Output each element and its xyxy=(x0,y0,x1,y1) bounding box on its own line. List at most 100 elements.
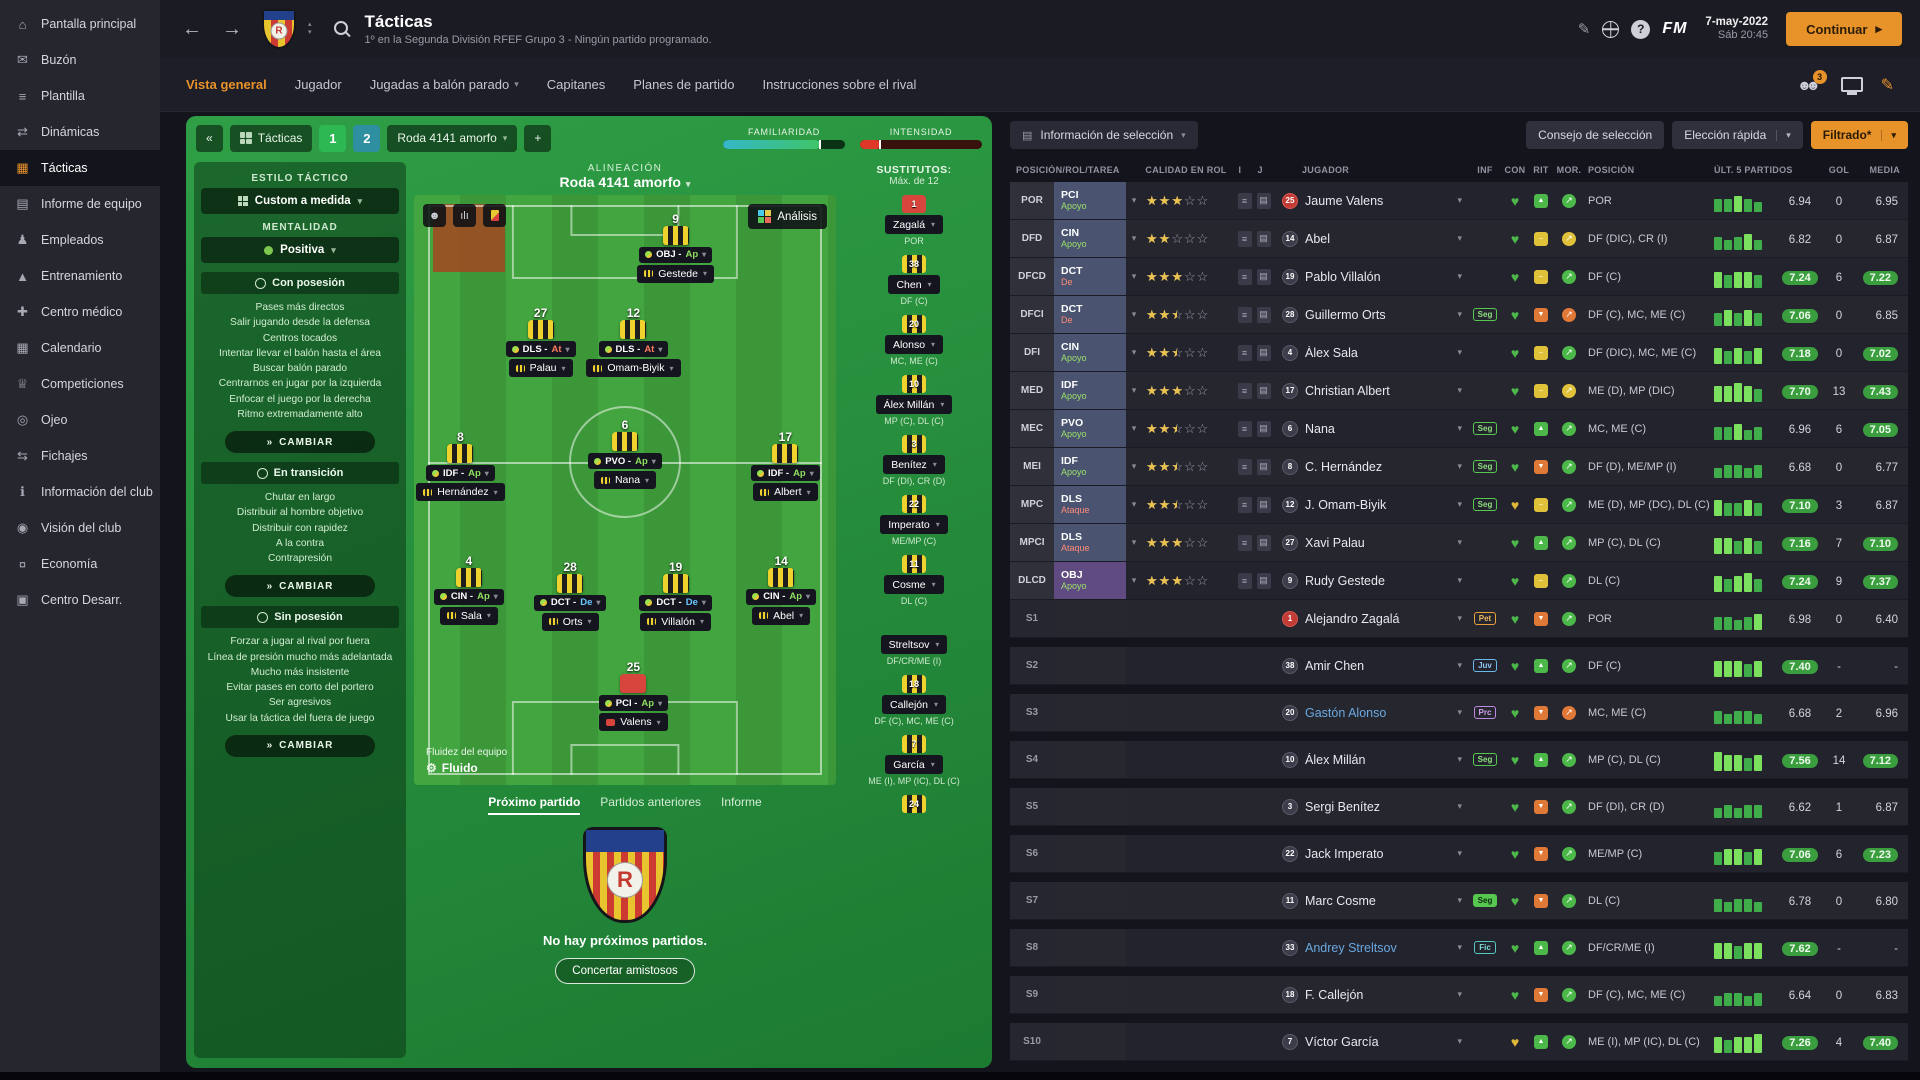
search-icon[interactable] xyxy=(333,20,351,38)
player-dropdown-icon[interactable]: ▾ xyxy=(1457,195,1462,205)
header-inf[interactable]: INF xyxy=(1477,165,1493,175)
role-dropdown-icon[interactable]: ▾ xyxy=(1131,385,1137,395)
stats-view-button[interactable]: ılı xyxy=(453,204,476,227)
player-name-pill[interactable]: Villalón ▾ xyxy=(640,612,711,631)
sidebar-item-plantilla[interactable]: ≡ Plantilla xyxy=(0,78,160,114)
player-name-cell[interactable]: 12 J. Omam-Biyik ▾ xyxy=(1278,496,1468,513)
player-name-cell[interactable]: 11 Marc Cosme ▾ xyxy=(1278,892,1468,909)
pitch-player-palau[interactable]: 27 DLS - At ▾ Palau ▾ xyxy=(493,307,589,378)
pitch-player-albert[interactable]: 17 IDF - Ap ▾ Albert ▾ xyxy=(737,431,833,501)
player-name[interactable]: Sergi Benítez xyxy=(1305,799,1381,814)
role-cell[interactable]: IDF Apoyo xyxy=(1054,448,1126,485)
sidebar-item-entrenamiento[interactable]: ▲ Entrenamiento xyxy=(0,258,160,294)
player-name-cell[interactable]: 7 Víctor García ▾ xyxy=(1278,1033,1468,1050)
screen-icon[interactable] xyxy=(1840,77,1863,92)
profile-icon[interactable]: ▤ xyxy=(1256,344,1271,361)
player-dropdown-icon[interactable]: ▾ xyxy=(1457,499,1462,509)
tab-planes-de-partido[interactable]: Planes de partido xyxy=(633,77,735,92)
player-name[interactable]: C. Hernández xyxy=(1305,459,1383,474)
role-dropdown-icon[interactable]: ▾ xyxy=(1131,233,1137,243)
header-con[interactable]: CON xyxy=(1504,165,1526,175)
tactic-slot-1[interactable]: 1 xyxy=(319,124,347,152)
player-dropdown-icon[interactable]: ▾ xyxy=(1457,989,1462,999)
report-icon[interactable]: ≡ xyxy=(1237,572,1252,589)
tactics-chip[interactable]: Tácticas xyxy=(229,124,313,152)
role-dropdown-icon[interactable]: ▾ xyxy=(1131,423,1137,433)
player-name-cell[interactable]: 4 Àlex Sala ▾ xyxy=(1278,344,1468,361)
profile-icon[interactable]: ▤ xyxy=(1256,458,1271,475)
continue-button[interactable]: Continuar ▸ xyxy=(1786,12,1902,46)
role-cell[interactable]: DLS Ataque xyxy=(1054,486,1126,523)
player-name-cell[interactable]: 3 Sergi Benítez ▾ xyxy=(1278,798,1468,815)
tactic-name-dropdown[interactable]: Roda 4141 amorfo ▾ xyxy=(387,124,518,152)
player-dropdown-icon[interactable]: ▾ xyxy=(1457,271,1462,281)
change-button[interactable]: » CAMBIAR xyxy=(224,431,376,453)
table-row[interactable]: S8 33 Andrey Streltsov ▾ Fic ♥ ▲ ↗ DF/CR/ME (I) 7… xyxy=(1010,929,1908,967)
player-dropdown-icon[interactable]: ▾ xyxy=(1457,309,1462,319)
role-cell[interactable]: CIN Apoyo xyxy=(1054,220,1126,257)
player-name[interactable]: Guillermo Orts xyxy=(1305,307,1386,322)
player-name-cell[interactable]: 9 Rudy Gestede ▾ xyxy=(1278,572,1468,589)
player-name[interactable]: Gastón Alonso xyxy=(1305,705,1387,720)
report-icon[interactable]: ≡ xyxy=(1237,496,1252,513)
profile-icon[interactable]: ▤ xyxy=(1256,534,1271,551)
player-role-pill[interactable]: OBJ - Ap ▾ xyxy=(639,246,713,263)
player-name-pill[interactable]: Palau ▾ xyxy=(508,359,573,378)
sidebar-item-ojeo[interactable]: ◎ Ojeo xyxy=(0,402,160,438)
pitch-player-abel[interactable]: 14 CIN - Ap ▾ Abel ▾ xyxy=(733,555,829,625)
report-icon[interactable]: ≡ xyxy=(1237,458,1252,475)
pitch[interactable]: ☻ ılı Análisis 9 OBJ - Ap ▾ Gestede ▾ 27 DLS xyxy=(414,195,836,785)
sub-name-pill[interactable]: Zagalá ▾ xyxy=(884,215,944,234)
sidebar-item-informe-de-equipo[interactable]: ▤ Informe de equipo xyxy=(0,186,160,222)
back-arrow-icon[interactable]: ← xyxy=(182,17,202,40)
add-tactic-button[interactable]: + xyxy=(524,124,552,152)
sidebar-item-informacion-del-club[interactable]: ℹ Información del club xyxy=(0,474,160,510)
player-role-pill[interactable]: IDF - Ap ▾ xyxy=(426,465,495,481)
player-dropdown-icon[interactable]: ▾ xyxy=(1457,575,1462,585)
player-role-pill[interactable]: DLS - At ▾ xyxy=(598,341,669,358)
club-badge[interactable] xyxy=(262,9,296,49)
player-name-cell[interactable]: 28 Guillermo Orts ▾ xyxy=(1278,306,1468,323)
role-dropdown-icon[interactable]: ▾ xyxy=(1131,499,1137,509)
role-cell[interactable]: DCT De xyxy=(1054,258,1126,295)
sub-name-pill[interactable]: Chen ▾ xyxy=(888,275,940,294)
table-row[interactable]: S1 1 Alejandro Zagalá ▾ Pet ♥ ▼ ↗ POR 6.98 0 6.40 xyxy=(1010,600,1908,638)
player-dropdown-icon[interactable]: ▾ xyxy=(1457,801,1462,811)
player-name[interactable]: Amir Chen xyxy=(1305,658,1365,673)
profile-icon[interactable]: ▤ xyxy=(1256,268,1271,285)
pitch-player-omam-biyik[interactable]: 12 DLS - At ▾ Omam-Biyik ▾ xyxy=(585,307,681,378)
sidebar-item-buzon[interactable]: ✉ Buzón xyxy=(0,42,160,78)
pitch-player-villalon[interactable]: 19 DCT - De ▾ Villalón ▾ xyxy=(628,561,724,631)
cards-view-button[interactable] xyxy=(483,204,506,227)
report-icon[interactable]: ≡ xyxy=(1237,268,1252,285)
player-role-pill[interactable]: IDF - Ap ▾ xyxy=(750,465,820,481)
header-goals[interactable]: GOL xyxy=(1828,165,1850,175)
player-dropdown-icon[interactable]: ▾ xyxy=(1457,233,1462,243)
match-tab-proximo-partido[interactable]: Próximo partido xyxy=(488,795,581,815)
change-button[interactable]: » CAMBIAR xyxy=(224,734,376,757)
header-player[interactable]: JUGADOR xyxy=(1302,165,1350,175)
match-tab-partidos-ante[interactable]: Partidos anteriores xyxy=(600,795,702,809)
table-row[interactable]: S4 10 Álex Millán ▾ Seg ♥ ▲ ↗ MP (C), DL (C) 7.56… xyxy=(1010,741,1908,779)
player-name-pill[interactable]: Gestede ▾ xyxy=(637,264,714,283)
squad-selector-icon[interactable]: ☻☻ 3 xyxy=(1797,69,1827,93)
player-name-cell[interactable]: 10 Álex Millán ▾ xyxy=(1278,751,1468,768)
table-row[interactable]: S7 11 Marc Cosme ▾ Seg ♥ ▼ ↗ DL (C) 6.78 0 6.80 xyxy=(1010,882,1908,920)
player-dropdown-icon[interactable]: ▾ xyxy=(1457,942,1462,952)
role-cell[interactable]: CIN Apoyo xyxy=(1054,334,1126,371)
player-name[interactable]: Marc Cosme xyxy=(1305,893,1376,908)
player-name[interactable]: Andrey Streltsov xyxy=(1305,940,1397,955)
sub-name-pill[interactable]: Callejón ▾ xyxy=(882,695,946,714)
player-name[interactable]: F. Callejón xyxy=(1305,987,1364,1002)
profile-icon[interactable]: ▤ xyxy=(1256,382,1271,399)
sub-name-pill[interactable]: Álex Millán ▾ xyxy=(875,395,953,414)
sub-name-pill[interactable]: Cosme ▾ xyxy=(884,575,944,594)
quick-pick-button[interactable]: Elección rápida ▾ xyxy=(1672,121,1803,149)
sidebar-item-pantalla-principal[interactable]: ⌂ Pantalla principal xyxy=(0,6,160,42)
arrange-friendly-button[interactable]: Concertar amistosos xyxy=(555,958,695,984)
profile-icon[interactable]: ▤ xyxy=(1256,230,1271,247)
report-icon[interactable]: ≡ xyxy=(1237,192,1252,209)
player-dropdown-icon[interactable]: ▾ xyxy=(1457,848,1462,858)
